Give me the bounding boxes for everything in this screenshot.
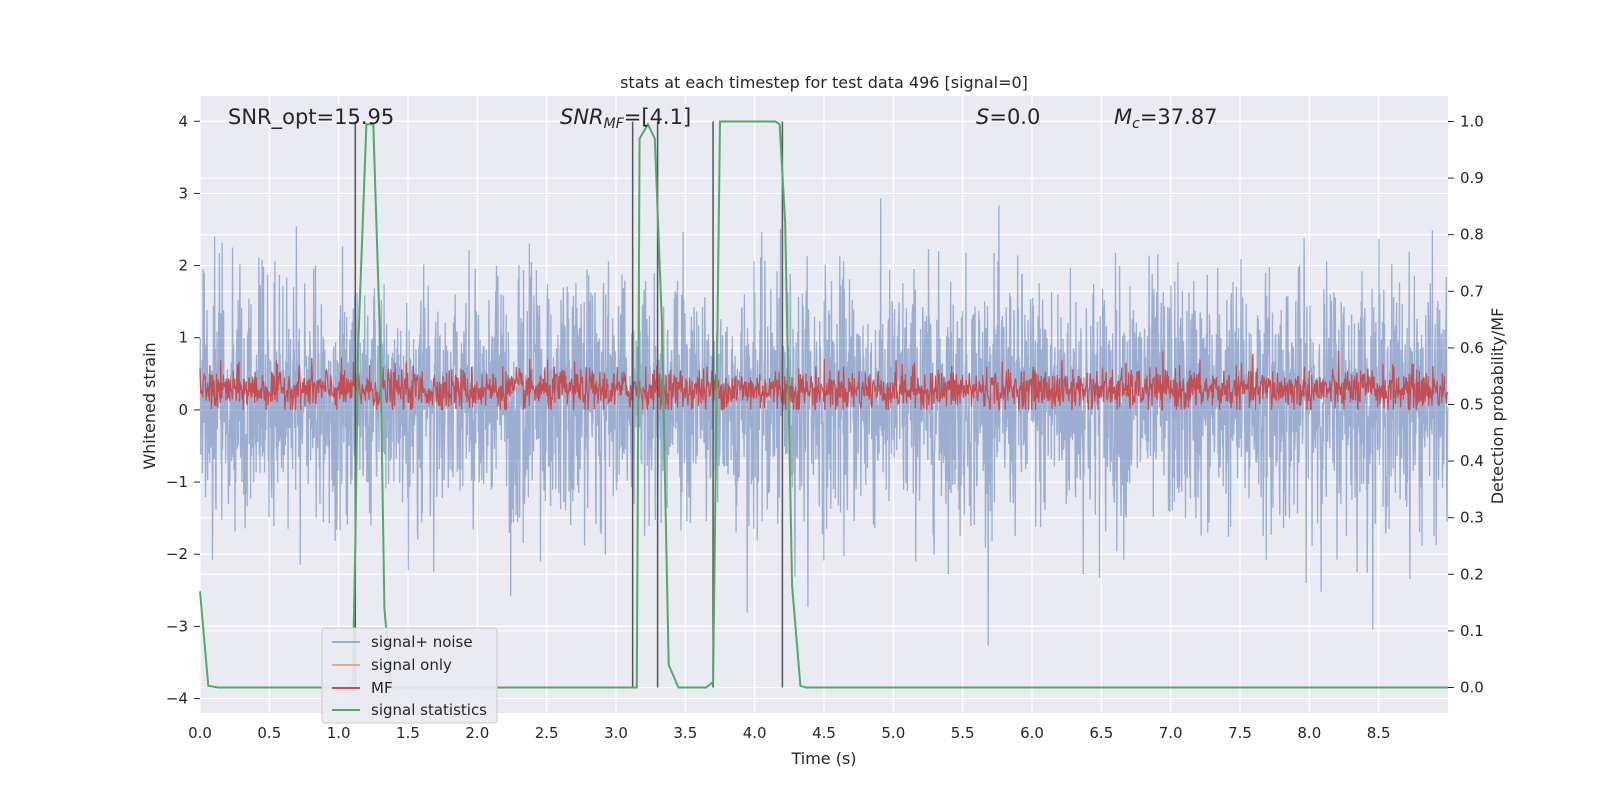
x-tick-label: 3.5 (673, 724, 697, 742)
x-tick-label: 6.0 (1020, 724, 1044, 742)
y-tick-label-left: 3 (178, 184, 188, 202)
annotation-snr-opt: SNR_opt=15.95 (228, 105, 394, 130)
x-tick-label: 8.5 (1367, 724, 1391, 742)
y-axis-left-ticks: 4 3 2 1 0 −1 −2 −3 −4 (166, 112, 200, 708)
y-axis-left-label: Whitened strain (140, 342, 159, 469)
chart-title: stats at each timestep for test data 496… (620, 73, 1028, 92)
annotation-mc: Mc=37.87 (1114, 105, 1218, 132)
x-tick-label: 1.5 (396, 724, 420, 742)
legend-label-mf: MF (371, 679, 393, 697)
x-tick-label: 2.5 (535, 724, 559, 742)
x-tick-label: 2.0 (465, 724, 489, 742)
legend-box (321, 627, 498, 724)
signal-statistics-series (199, 120, 1448, 689)
annotation-snr-mf: SNRMF=[4.1] (560, 105, 691, 132)
x-tick-label: 1.0 (327, 724, 351, 742)
legend-label-signal-only: signal only (371, 656, 452, 674)
x-tick-label: 0.5 (257, 724, 281, 742)
y-tick-label-left: −2 (166, 545, 188, 563)
x-tick-label: 6.5 (1089, 724, 1113, 742)
y-tick-label-right: 0.4 (1460, 452, 1484, 470)
annotation-s: S=0.0 (976, 105, 1040, 129)
y-tick-label-right: 0.9 (1460, 169, 1484, 187)
annotations: SNR_opt=15.95 SNRMF=[4.1] S=0.0 Mc=37.87 (228, 105, 1218, 132)
y-tick-label-left: 2 (178, 257, 188, 275)
y-tick-label-right: 0.1 (1460, 622, 1484, 640)
y-tick-label-right: 0.2 (1460, 565, 1484, 583)
y-tick-label-right: 1.0 (1460, 112, 1484, 130)
y-tick-label-right: 0.0 (1460, 679, 1484, 697)
legend-label-signal-noise: signal+ noise (371, 633, 473, 651)
y-tick-label-left: −1 (166, 473, 188, 491)
x-axis-ticks: 0.0 0.5 1.0 1.5 2.0 2.5 3.0 3.5 4.0 4.5 5.0 5.5 6.0 6… (188, 724, 1391, 742)
y-tick-label-right: 0.5 (1460, 396, 1484, 414)
x-tick-label: 4.5 (812, 724, 836, 742)
y-axis-right-label: Detection probability/MF (1488, 308, 1507, 505)
x-tick-label: 8.0 (1297, 724, 1321, 742)
series-line-mf (199, 350, 1449, 412)
y-tick-label-right: 0.7 (1460, 282, 1484, 300)
series-line-signal-statistics (199, 120, 1448, 689)
y-tick-label-left: −4 (166, 690, 188, 708)
x-tick-label: 0.0 (188, 724, 212, 742)
x-axis-label: Time (s) (790, 749, 856, 768)
y-tick-label-right: 0.3 (1460, 509, 1484, 527)
y-tick-label-left: 1 (178, 329, 188, 347)
legend: signal+ noise signal only MF signal stat… (321, 627, 498, 724)
y-tick-label-left: −3 (166, 617, 188, 635)
x-tick-label: 7.5 (1228, 724, 1252, 742)
y-axis-right-ticks: 1.0 0.9 0.8 0.7 0.6 0.5 0.4 0.3 0.2 0.1 0.0 (1448, 112, 1484, 697)
x-tick-label: 5.5 (951, 724, 975, 742)
y-tick-label-left: 4 (178, 112, 188, 130)
x-tick-label: 7.0 (1159, 724, 1183, 742)
x-tick-label: 5.0 (881, 724, 905, 742)
x-tick-label: 3.0 (604, 724, 628, 742)
mf-series (199, 350, 1449, 412)
y-tick-label-right: 0.6 (1460, 339, 1484, 357)
y-tick-label-left: 0 (178, 401, 188, 419)
y-tick-label-right: 0.8 (1460, 226, 1484, 244)
legend-label-signal-statistics: signal statistics (371, 701, 487, 719)
x-tick-label: 4.0 (743, 724, 767, 742)
